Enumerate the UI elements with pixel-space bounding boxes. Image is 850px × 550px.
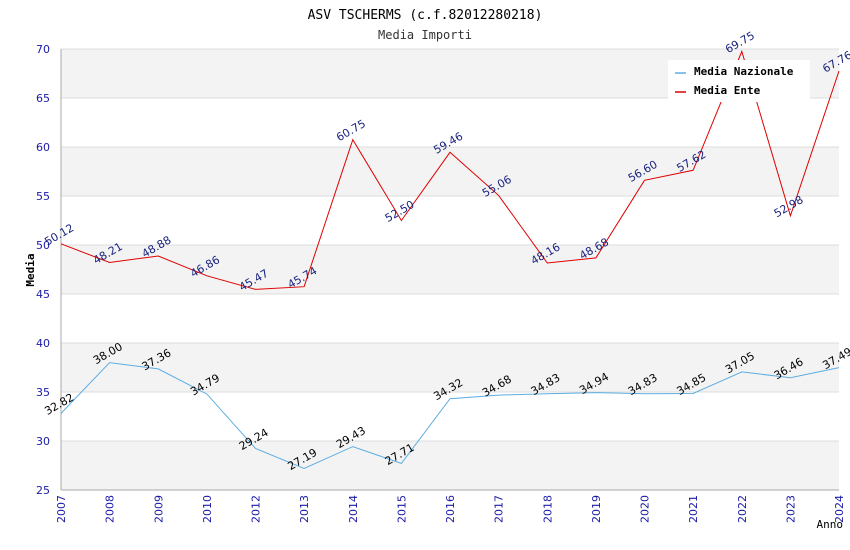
y-axis-label: Media bbox=[24, 253, 37, 286]
x-axis-label: Anno bbox=[817, 518, 844, 531]
series-lines bbox=[60, 49, 840, 470]
series-line-media-nazionale bbox=[60, 362, 840, 470]
series-line-media-ente bbox=[60, 49, 840, 290]
y-tick-label-25: 25 bbox=[36, 484, 50, 497]
chart-subtitle: Media Importi bbox=[378, 28, 472, 42]
y-tick-label-45: 45 bbox=[36, 288, 50, 301]
x-tick-label-2010: 2010 bbox=[201, 495, 214, 523]
grid-bands bbox=[61, 48, 839, 491]
x-tick-label-2009: 2009 bbox=[152, 495, 165, 523]
x-tick-label-2015: 2015 bbox=[395, 495, 408, 523]
x-tick-label-2021: 2021 bbox=[687, 495, 700, 523]
x-tick-label-2012: 2012 bbox=[250, 495, 263, 523]
y-tick-label-35: 35 bbox=[36, 386, 50, 399]
x-tick-label-2017: 2017 bbox=[493, 495, 506, 523]
grid-band bbox=[61, 441, 839, 490]
grid-band bbox=[61, 245, 839, 294]
y-tick-label-65: 65 bbox=[36, 92, 50, 105]
x-tick-label-2020: 2020 bbox=[639, 495, 652, 523]
data-label-media-ente-2014: 60.75 bbox=[334, 117, 368, 144]
axes bbox=[60, 49, 839, 491]
grid-band bbox=[61, 343, 839, 392]
y-tick-label-60: 60 bbox=[36, 141, 50, 154]
x-tick-label-2013: 2013 bbox=[298, 495, 311, 523]
legend-label-media-nazionale: Media Nazionale bbox=[694, 65, 794, 78]
legend: Media Nazionale Media Ente bbox=[668, 60, 810, 102]
x-axis-ticks: 2007 2008 2009 2010 2012 2013 2014 2015 2016 2017… bbox=[55, 495, 846, 523]
y-tick-label-40: 40 bbox=[36, 337, 50, 350]
grid-band bbox=[61, 147, 839, 196]
data-label-media-ente-2023: 52.98 bbox=[772, 193, 806, 220]
legend-background bbox=[668, 60, 810, 102]
x-tick-label-2024: 2024 bbox=[833, 495, 846, 523]
chart-title: ASV TSCHERMS (c.f.82012280218) bbox=[308, 8, 543, 23]
x-tick-label-2018: 2018 bbox=[541, 495, 554, 523]
x-tick-label-2007: 2007 bbox=[55, 495, 68, 523]
y-tick-label-30: 30 bbox=[36, 435, 50, 448]
y-tick-label-55: 55 bbox=[36, 190, 50, 203]
y-tick-label-50: 50 bbox=[36, 239, 50, 252]
legend-label-media-ente: Media Ente bbox=[694, 84, 761, 97]
x-tick-label-2014: 2014 bbox=[347, 495, 360, 523]
y-tick-label-70: 70 bbox=[36, 43, 50, 56]
x-tick-label-2023: 2023 bbox=[784, 495, 797, 523]
data-label-media-ente-2007: 50.12 bbox=[42, 221, 76, 248]
x-tick-label-2022: 2022 bbox=[736, 495, 749, 523]
y-axis-ticks: 25 30 35 40 45 50 55 60 65 70 bbox=[36, 43, 50, 497]
x-tick-label-2016: 2016 bbox=[444, 495, 457, 523]
data-label-media-ente-2015: 52.50 bbox=[383, 198, 417, 225]
x-tick-label-2008: 2008 bbox=[104, 495, 117, 523]
x-tick-label-2019: 2019 bbox=[590, 495, 603, 523]
